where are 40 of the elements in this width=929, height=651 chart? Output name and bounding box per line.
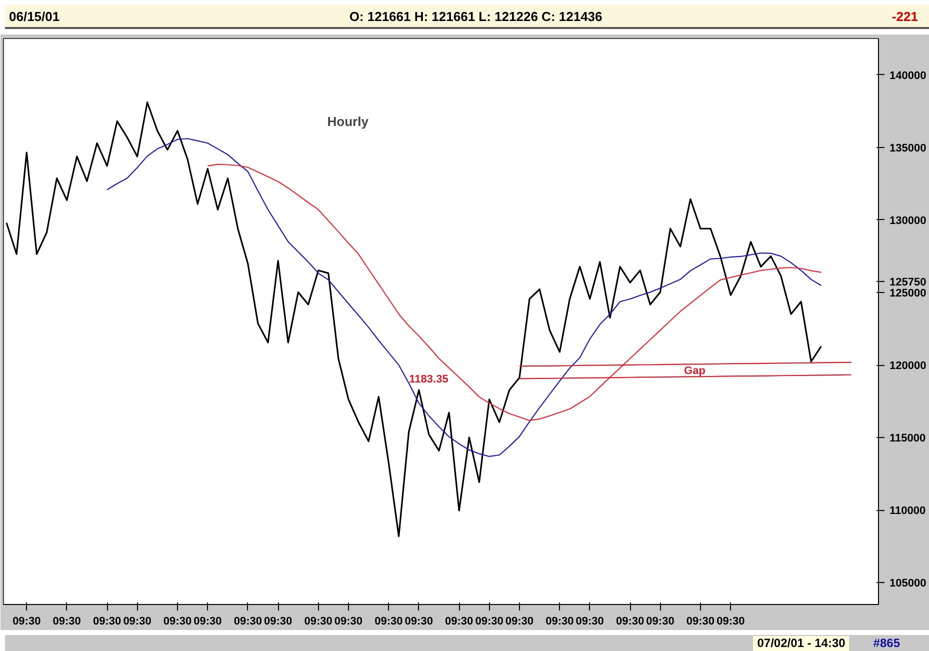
line-series: [6, 102, 822, 538]
y-tick-label: 105000: [890, 578, 926, 590]
x-tick-label: 09:30: [12, 616, 41, 628]
x-tick-label: 09:30: [334, 616, 363, 628]
x-tick-label: 09:30: [404, 616, 433, 628]
y-tick-label: 135000: [890, 142, 926, 154]
x-tick-label: 09:30: [234, 616, 262, 628]
y-tick-label: 125750: [890, 276, 926, 289]
x-tick-label: 09:30: [646, 616, 674, 628]
x-tick-label: 09:30: [123, 616, 152, 628]
x-tick-label: 09:30: [374, 616, 403, 628]
x-tick-label: 09:30: [686, 616, 715, 628]
x-tick-label: 09:30: [616, 616, 644, 628]
x-tick-label: 09:30: [445, 616, 474, 628]
x-tick-label: 09:30: [475, 616, 504, 628]
x-tick-label: 09:30: [546, 616, 574, 628]
x-tick-label: 09:30: [576, 616, 604, 628]
line-series: [106, 138, 822, 458]
text: 07/02/01 - 14:30: [753, 636, 850, 651]
annotation: 1183.35: [409, 374, 448, 386]
x-tick-label: 09:30: [505, 616, 534, 628]
x-tick-label: 09:30: [194, 616, 222, 628]
y-tick-label: 110000: [890, 505, 926, 518]
y-tick-label: 125000: [890, 287, 926, 300]
x-tick-label: 09:30: [304, 616, 332, 628]
y-tick-label: 130000: [890, 214, 926, 227]
x-tick-label: 09:30: [716, 616, 745, 628]
x-tick-label: 09:30: [264, 616, 292, 628]
y-tick-label: 140000: [890, 70, 926, 82]
x-tick-label: 09:30: [163, 616, 192, 628]
text: -221: [892, 8, 918, 26]
x-tick-label: 09:30: [93, 616, 122, 628]
y-tick-label: 120000: [890, 360, 926, 372]
text: #865: [872, 636, 901, 651]
x-tick-label: 09:30: [52, 616, 81, 628]
text: O: 121661 H: 121661 L: 121226 C: 121436: [349, 8, 602, 26]
text: 06/15/01: [9, 8, 60, 26]
y-tick-label: 115000: [890, 432, 926, 445]
annotation: Gap: [684, 365, 706, 378]
text: Hourly: [327, 114, 370, 130]
